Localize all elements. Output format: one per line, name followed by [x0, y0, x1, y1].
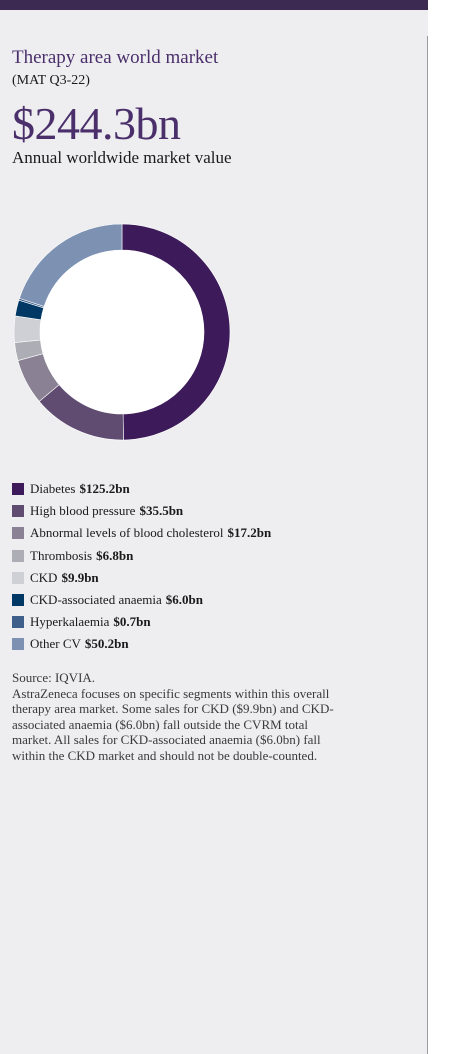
- legend-swatch: [12, 616, 24, 629]
- legend-item: Hyperkalaemia $0.7bn: [12, 611, 412, 633]
- legend-swatch: [12, 571, 24, 584]
- total-value: $244.3bn: [12, 98, 181, 149]
- legend-label: Other CV: [30, 636, 81, 652]
- legend-value: $17.2bn: [227, 525, 272, 541]
- legend-label: High blood pressure: [30, 503, 136, 519]
- legend-item: Thrombosis $6.8bn: [12, 545, 412, 567]
- source-description: AstraZeneca focuses on specific segments…: [12, 685, 334, 763]
- legend-label: Thrombosis: [30, 547, 93, 563]
- legend-label: Hyperkalaemia: [30, 614, 110, 630]
- top-bar: [0, 0, 428, 10]
- legend-swatch: [12, 549, 24, 562]
- donut-hole: [40, 250, 204, 414]
- legend-item: Diabetes $125.2bn: [12, 478, 412, 500]
- legend-item: High blood pressure $35.5bn: [12, 500, 412, 522]
- legend-swatch: [12, 527, 24, 540]
- legend-value: $35.5bn: [139, 503, 184, 519]
- donut-svg: [13, 223, 231, 441]
- market-panel: [0, 0, 428, 1054]
- legend-swatch: [12, 483, 24, 496]
- legend-value: $6.0bn: [165, 592, 203, 608]
- panel-divider: [427, 36, 428, 1054]
- legend-value: $6.8bn: [96, 547, 134, 563]
- legend-label: Abnormal levels of blood cholesterol: [30, 525, 224, 541]
- chart-legend: Diabetes $125.2bn High blood pressure $35.5…: [12, 478, 412, 656]
- legend-item: CKD-associated anaemia $6.0bn: [12, 589, 412, 611]
- legend-value: $0.7bn: [113, 614, 151, 630]
- legend-item: Other CV $50.2bn: [12, 633, 412, 655]
- legend-label: CKD: [30, 569, 58, 585]
- donut-slice-4: [13, 315, 42, 343]
- chart-title: Therapy area world market: [12, 47, 219, 68]
- legend-label: CKD-associated anaemia: [30, 592, 162, 608]
- legend-item: Abnormal levels of blood cholesterol $17.…: [12, 522, 412, 544]
- source-line: Source: IQVIA.: [12, 670, 96, 685]
- legend-swatch: [12, 594, 24, 607]
- content: Therapy area world market (MAT Q3-22) $2…: [12, 46, 412, 763]
- donut-chart: [12, 222, 242, 452]
- chart-subtitle: (MAT Q3-22): [12, 73, 90, 88]
- legend-value: $50.2bn: [84, 636, 129, 652]
- legend-label: Diabetes: [30, 481, 76, 497]
- legend-item: CKD $9.9bn: [12, 567, 412, 589]
- legend-swatch: [12, 505, 24, 518]
- legend-value: $125.2bn: [79, 481, 130, 497]
- legend-value: $9.9bn: [61, 569, 99, 585]
- source-note: Source: IQVIA. AstraZeneca focuses on sp…: [12, 670, 342, 764]
- total-caption: Annual worldwide market value: [12, 148, 232, 167]
- legend-swatch: [12, 638, 24, 651]
